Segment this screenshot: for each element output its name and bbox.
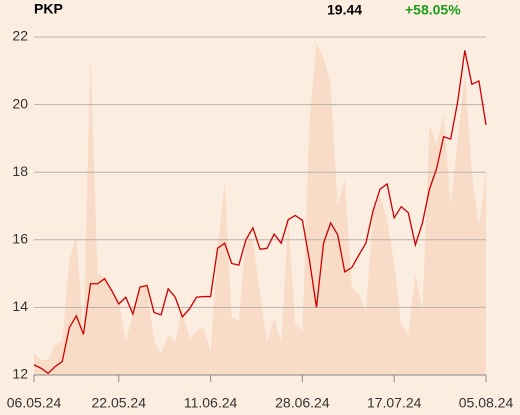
x-tick-label: 11.06.24 — [184, 395, 238, 411]
volume-area — [34, 43, 486, 375]
x-tick-label: 17.07.24 — [367, 395, 422, 411]
last-price: 19.44 — [327, 2, 362, 18]
x-tick-label: 05.08.24 — [459, 395, 514, 411]
y-tick-label: 14 — [12, 298, 28, 314]
x-tick-label: 06.05.24 — [7, 395, 62, 411]
x-tick-label: 22.05.24 — [92, 395, 147, 411]
x-tick-label: 28.06.24 — [275, 395, 330, 411]
y-tick-label: 18 — [12, 163, 28, 179]
price-line — [33, 50, 487, 375]
y-tick-label: 12 — [12, 366, 28, 382]
y-tick-label: 16 — [12, 231, 28, 247]
y-tick-label: 20 — [12, 95, 28, 111]
chart-title: PKP — [34, 1, 63, 17]
change: +58.05% — [405, 2, 461, 18]
y-tick-label: 22 — [12, 28, 28, 44]
